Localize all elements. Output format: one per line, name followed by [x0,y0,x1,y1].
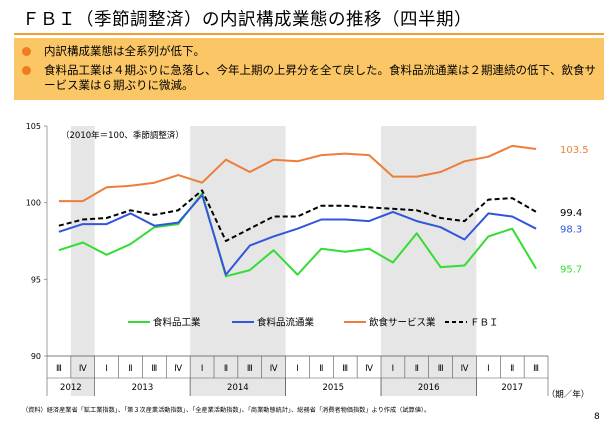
page-number: 8 [594,412,600,422]
series-line-3 [58,189,537,242]
x-tick-label: Ⅲ [151,364,157,374]
chart-series [58,144,537,278]
x-tick-label: Ⅰ [105,364,108,374]
legend-label: 食料品流通業 [257,317,315,329]
chart-legend: 食料品工業 食料品流通業 飲食サービス業 ＦＢＩ [128,317,499,329]
legend-label: 飲食サービス業 [369,317,436,329]
x-tick-label: Ⅲ [533,364,539,374]
legend-label: ＦＢＩ [470,318,499,329]
x-tick-label: Ⅱ [319,364,323,374]
y-tick-label: 90 [31,352,41,361]
x-tick-label: Ⅰ [201,364,204,374]
x-tick-label: Ⅱ [510,364,514,374]
x-unit-label: （期／年） [547,389,590,400]
fbi-line-chart: 90 95 100 105 Ⅲ Ⅳ Ⅰ Ⅱ Ⅲ Ⅳ Ⅰ Ⅱ Ⅲ Ⅳ Ⅰ Ⅱ Ⅲ Ⅳ Ⅰ Ⅱ Ⅲ Ⅳ Ⅰ Ⅱ Ⅲ 2012 2013 2… [26,122,590,400]
year-label: 2013 [132,383,154,393]
x-tick-label: Ⅳ [461,364,469,374]
bullet-dot-icon [22,66,31,75]
shaded-year-bands [70,126,477,396]
x-tick-label: Ⅲ [247,364,253,374]
shaded-band-2 [381,126,477,396]
chart-axes: 90 95 100 105 Ⅲ Ⅳ Ⅰ Ⅱ Ⅲ Ⅳ Ⅰ Ⅱ Ⅲ Ⅳ Ⅰ Ⅱ Ⅲ Ⅳ Ⅰ Ⅱ Ⅲ Ⅳ Ⅰ Ⅱ Ⅲ 2012 2013 2… [26,122,590,400]
bullet-dot-icon [22,47,31,56]
y-tick-label: 95 [31,275,41,284]
x-tick-label: Ⅲ [56,364,62,374]
end-value-label: 99.4 [560,208,582,219]
x-tick-label: Ⅳ [79,364,87,374]
x-tick-label: Ⅱ [128,364,132,374]
title-underline [14,33,604,35]
end-value-label: 98.3 [560,225,582,236]
chart-note: （2010年＝100、季節調整済） [61,130,184,141]
year-label: 2016 [418,383,440,393]
page-title: ＦＢＩ（季節調整済）の内訳構成業態の推移（四半期） [22,10,472,30]
x-tick-label: Ⅳ [365,364,373,374]
year-label: 2017 [501,383,523,393]
x-tick-label: Ⅱ [224,364,228,374]
x-tick-label: Ⅲ [342,364,348,374]
source-footnote: （資料）経済産業省「鉱工業指数」、「第３次産業活動指数」、「全産業活動指数」、「… [22,407,431,414]
x-tick-label: Ⅳ [174,364,182,374]
x-tick-label: Ⅰ [296,364,299,374]
x-tick-label: Ⅱ [415,364,419,374]
summary-text-1: 内訳構成業態は全系列が低下。 [44,44,205,58]
y-tick-label: 100 [26,199,41,208]
year-label: 2015 [322,383,344,393]
year-label: 2012 [60,383,82,393]
y-tick-label: 105 [26,122,41,131]
summary-box: 内訳構成業態は全系列が低下。 食料品工業は４期ぶりに急落し、今年上期の上昇分を全… [14,38,604,100]
x-tick-label: Ⅳ [270,364,278,374]
x-tick-label: Ⅲ [438,364,444,374]
x-tick-label: Ⅰ [487,364,490,374]
shaded-band-0 [70,126,95,396]
end-value-label: 95.7 [560,265,582,276]
year-label: 2014 [227,383,249,393]
legend-label: 食料品工業 [153,317,201,329]
summary-text-2: 食料品工業は４期ぶりに急落し、今年上期の上昇分を全て戻した。食料品流通業は２期連… [44,63,596,92]
x-tick-label: Ⅰ [392,364,395,374]
end-value-label: 103.5 [560,145,589,156]
chart-labels: （2010年＝100、季節調整済） 95.7 98.3 103.5 99.4 [61,130,589,276]
